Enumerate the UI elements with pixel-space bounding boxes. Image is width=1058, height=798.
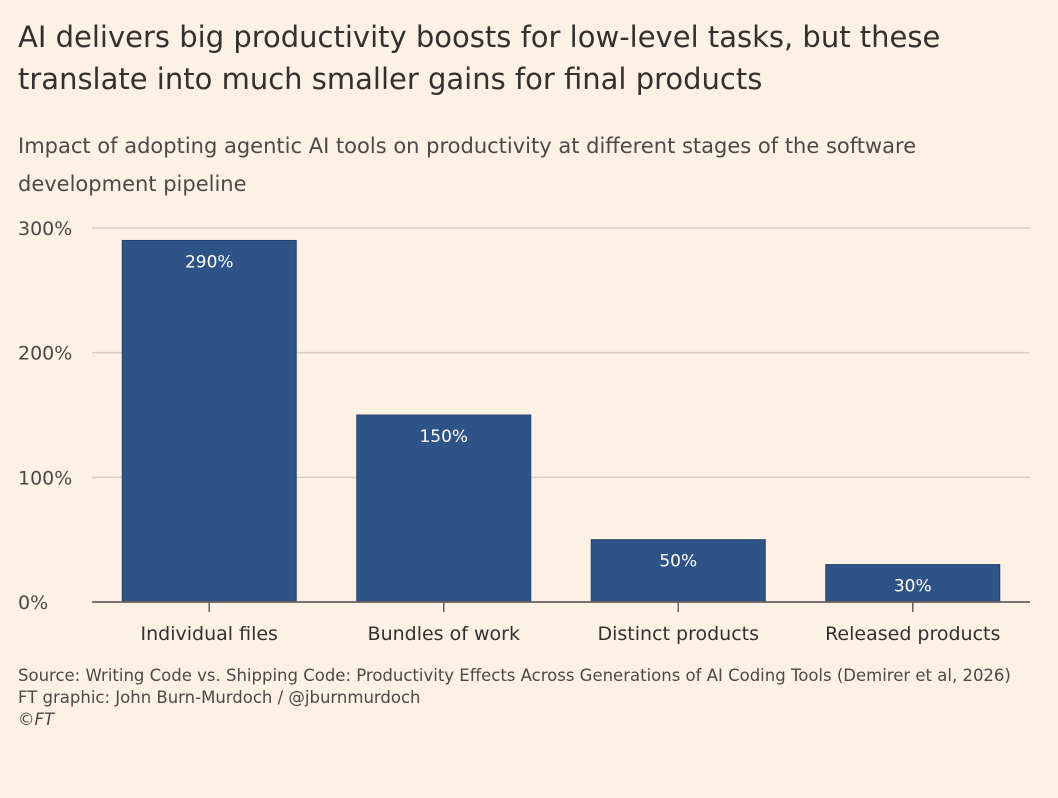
y-tick-label: 0% <box>18 592 48 614</box>
chart-footer: Source: Writing Code vs. Shipping Code: … <box>18 665 1038 731</box>
graphic-credit: FT graphic: John Burn-Murdoch / @jburnmu… <box>18 688 421 707</box>
data-label: 150% <box>419 427 468 447</box>
source-note: Source: Writing Code vs. Shipping Code: … <box>18 666 1011 685</box>
data-label: 50% <box>659 552 697 572</box>
x-tick-label: Released products <box>825 623 1000 645</box>
bar <box>356 414 532 603</box>
x-tick-label: Distinct products <box>598 623 760 645</box>
data-label: 30% <box>894 577 932 597</box>
bar <box>825 564 1001 603</box>
chart-title: AI delivers big productivity boosts for … <box>18 20 941 96</box>
bar-chart: 0% 100% 200% 300% 290% Individual files 150% Bu… <box>18 218 1030 645</box>
bar <box>121 239 297 603</box>
data-label: 290% <box>185 252 234 272</box>
y-tick-label: 200% <box>18 343 72 365</box>
x-tick-label: Individual files <box>141 623 278 645</box>
y-tick-label: 100% <box>18 467 72 489</box>
x-tick-label: Bundles of work <box>368 623 520 645</box>
chart-subtitle: Impact of adopting agentic AI tools on p… <box>18 134 917 196</box>
copyright-note: ©FT <box>18 710 55 729</box>
y-tick-label: 300% <box>18 218 72 240</box>
